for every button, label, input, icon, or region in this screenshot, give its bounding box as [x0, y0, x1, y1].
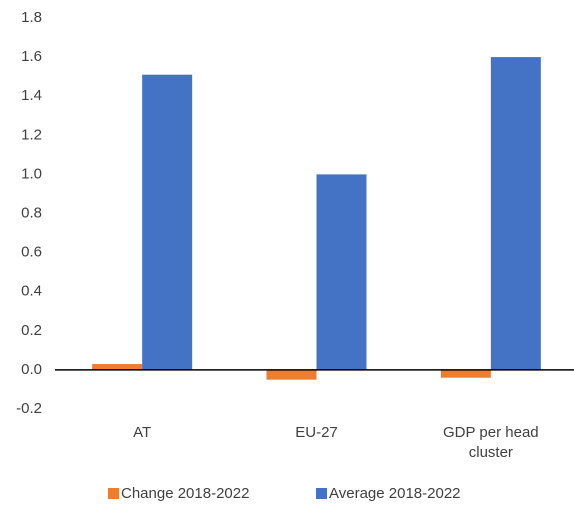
x-tick-label: AT: [133, 424, 152, 441]
bar: [142, 74, 193, 370]
legend-swatch: [108, 488, 119, 499]
y-tick-label: 0.0: [21, 361, 42, 378]
legend-swatch: [316, 488, 327, 499]
bar: [490, 57, 541, 370]
y-tick-label: -0.2: [16, 400, 42, 417]
y-tick-label: 1.4: [21, 87, 42, 104]
bar: [316, 174, 367, 370]
y-tick-label: 1.0: [21, 165, 42, 182]
legend-label: Average 2018-2022: [329, 485, 461, 502]
y-tick-label: 0.4: [21, 283, 42, 300]
y-tick-label: 1.8: [21, 9, 42, 26]
x-tick-label: GDP per head cluster: [443, 424, 539, 461]
y-tick-label: 0.8: [21, 204, 42, 221]
bar: [440, 369, 491, 378]
legend-label: Change 2018-2022: [121, 485, 249, 502]
y-tick-label: 1.6: [21, 48, 42, 65]
bar: [92, 364, 143, 370]
y-tick-label: 1.2: [21, 126, 42, 143]
y-tick-label: 0.2: [21, 322, 42, 339]
x-tick-label: EU-27: [295, 424, 338, 441]
bar: [266, 369, 317, 380]
y-tick-label: 0.6: [21, 244, 42, 261]
